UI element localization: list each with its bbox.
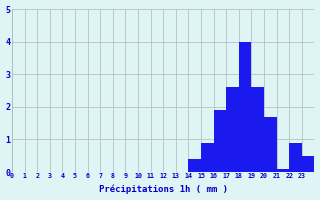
Bar <box>201 143 214 172</box>
Bar <box>239 42 252 172</box>
Bar <box>226 87 239 172</box>
Bar <box>188 159 201 172</box>
Bar <box>276 169 289 172</box>
Bar <box>214 110 226 172</box>
X-axis label: Précipitations 1h ( mm ): Précipitations 1h ( mm ) <box>99 185 228 194</box>
Bar <box>302 156 315 172</box>
Bar <box>289 143 302 172</box>
Bar <box>264 117 276 172</box>
Bar <box>252 87 264 172</box>
